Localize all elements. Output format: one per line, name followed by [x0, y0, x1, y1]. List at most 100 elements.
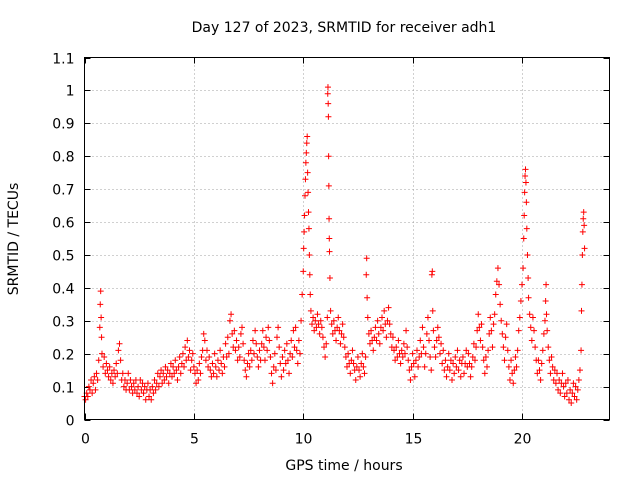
- data-point: [211, 350, 218, 357]
- data-point: [531, 327, 538, 334]
- data-point: [184, 337, 191, 344]
- data-point: [468, 363, 475, 370]
- y-tick-label: 0.2: [52, 348, 74, 364]
- data-point: [173, 367, 180, 374]
- data-point: [359, 350, 366, 357]
- data-point: [156, 373, 163, 380]
- data-point: [340, 334, 347, 341]
- data-point: [97, 301, 104, 308]
- data-point: [88, 377, 95, 384]
- data-point: [307, 291, 314, 298]
- data-point: [540, 330, 547, 337]
- data-point: [330, 317, 337, 324]
- data-point: [407, 377, 414, 384]
- data-point: [529, 314, 536, 321]
- data-point: [520, 265, 527, 272]
- data-point: [372, 324, 379, 331]
- y-tick-label: 0.8: [52, 150, 74, 166]
- data-point: [321, 344, 328, 351]
- data-point: [445, 350, 452, 357]
- data-point: [114, 370, 121, 377]
- data-point: [578, 347, 585, 354]
- data-point: [403, 327, 410, 334]
- data-point: [159, 380, 166, 387]
- data-point: [234, 357, 241, 364]
- data-point: [500, 344, 507, 351]
- data-point: [119, 370, 126, 377]
- data-point: [527, 324, 534, 331]
- data-point: [501, 357, 508, 364]
- x-tick-label: 10: [295, 432, 313, 448]
- data-point: [561, 393, 568, 400]
- data-point: [363, 255, 370, 262]
- data-point: [174, 377, 181, 384]
- data-point: [499, 330, 506, 337]
- data-point: [139, 380, 146, 387]
- data-point: [152, 386, 159, 393]
- data-point: [99, 350, 105, 357]
- data-point: [193, 380, 200, 387]
- data-point: [528, 337, 535, 344]
- data-point: [304, 133, 311, 140]
- x-axis-label: GPS time / hours: [285, 458, 402, 474]
- data-point: [484, 363, 490, 370]
- data-point: [546, 357, 553, 364]
- data-point: [300, 245, 307, 252]
- data-point: [349, 347, 356, 354]
- data-point: [186, 347, 193, 354]
- data-point: [459, 353, 466, 360]
- data-point: [350, 360, 357, 367]
- data-point: [519, 281, 525, 288]
- data-point: [535, 357, 542, 364]
- data-point: [154, 370, 161, 377]
- data-point: [572, 383, 579, 390]
- data-point: [426, 337, 433, 344]
- data-point: [92, 386, 99, 393]
- data-point: [408, 363, 415, 370]
- data-point: [505, 363, 512, 370]
- data-point: [243, 373, 250, 380]
- data-point: [94, 377, 101, 384]
- data-point: [91, 373, 98, 380]
- y-tick-label: 1: [66, 84, 75, 100]
- data-point: [336, 327, 343, 334]
- data-point: [526, 311, 533, 318]
- x-tick-label: 5: [190, 432, 199, 448]
- x-tick-labels: 0 5 10 15 20: [81, 432, 531, 448]
- data-point: [497, 301, 504, 308]
- data-point: [287, 350, 294, 357]
- data-point: [539, 347, 546, 354]
- data-point: [121, 377, 128, 384]
- data-point: [410, 360, 417, 367]
- data-point: [575, 377, 582, 384]
- data-point: [362, 353, 369, 360]
- data-point: [520, 235, 527, 242]
- data-point: [283, 340, 290, 347]
- data-point: [268, 370, 275, 377]
- data-point: [153, 380, 160, 387]
- data-point: [325, 113, 332, 120]
- data-point: [504, 347, 511, 354]
- data-point: [342, 353, 349, 360]
- data-point: [404, 344, 411, 351]
- data-point: [400, 340, 407, 347]
- data-point: [541, 317, 548, 324]
- data-point: [463, 347, 470, 354]
- data-point: [562, 380, 569, 387]
- plot-frame: [84, 57, 610, 420]
- data-point: [326, 248, 333, 255]
- data-point: [323, 340, 330, 347]
- data-point: [450, 360, 457, 367]
- data-point: [466, 360, 473, 367]
- data-point: [547, 370, 554, 377]
- data-point: [334, 324, 341, 331]
- data-point: [236, 353, 243, 360]
- data-point: [213, 373, 220, 380]
- data-point: [440, 347, 447, 354]
- data-point: [522, 172, 529, 179]
- data-point: [217, 347, 224, 354]
- data-point: [207, 367, 214, 374]
- data-point: [225, 350, 232, 357]
- data-point: [256, 347, 263, 354]
